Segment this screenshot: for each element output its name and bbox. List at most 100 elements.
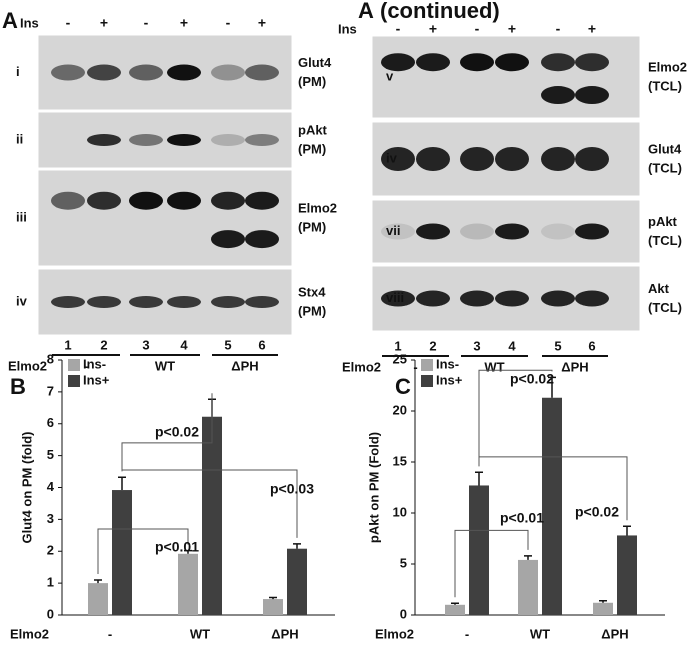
ins-label: Ins	[20, 15, 39, 30]
band	[211, 296, 245, 308]
band	[541, 147, 575, 171]
ins-sign: +	[180, 15, 188, 31]
significance-bracket	[454, 529, 529, 598]
row-roman: iv	[386, 150, 398, 165]
band	[495, 290, 529, 307]
row-fraction: (TCL)	[648, 160, 682, 175]
legend-label: Ins-	[83, 356, 106, 371]
row-fraction: (TCL)	[648, 233, 682, 248]
band	[575, 290, 609, 307]
legend-swatch	[68, 359, 80, 371]
x-tick-label: ΔPH	[271, 626, 298, 641]
row-fraction: (PM)	[298, 141, 326, 156]
row-roman: vii	[386, 223, 400, 238]
row-protein: Glut4	[648, 141, 682, 156]
band	[87, 64, 121, 81]
elmo2-label: Elmo2	[342, 359, 381, 374]
significance-bracket	[121, 393, 213, 472]
legend-swatch	[68, 375, 80, 387]
band	[87, 191, 121, 210]
band	[416, 53, 450, 72]
band	[245, 134, 279, 146]
lane-number: 6	[588, 338, 595, 353]
row-fraction: (PM)	[298, 219, 326, 234]
band	[541, 53, 575, 72]
band	[416, 290, 450, 307]
legend-label: Ins+	[83, 372, 110, 387]
y-tick-label: 20	[393, 402, 407, 417]
panel-letter: C	[395, 374, 411, 399]
band	[167, 296, 201, 308]
bar	[112, 490, 132, 615]
blot-panel	[371, 35, 641, 119]
error-bar	[184, 549, 192, 554]
ins-sign: +	[100, 15, 108, 31]
bar	[593, 602, 613, 615]
lane-number: 5	[224, 337, 231, 352]
row-roman: v	[386, 68, 394, 83]
legend-swatch	[421, 375, 433, 387]
y-tick-label: 1	[47, 575, 54, 590]
lane-number: 6	[258, 337, 265, 352]
row-protein: pAkt	[298, 122, 328, 137]
band	[495, 223, 529, 240]
band	[381, 223, 415, 240]
y-tick-label: 2	[47, 543, 54, 558]
ins-sign: +	[258, 15, 266, 31]
row-protein: Elmo2	[298, 200, 337, 215]
y-tick-label: 5	[47, 447, 54, 462]
band	[575, 147, 609, 171]
error-bar	[599, 599, 607, 603]
p-value: p<0.01	[500, 510, 544, 526]
y-tick-label: 4	[47, 479, 55, 494]
bar	[287, 548, 307, 615]
row-protein: Stx4	[298, 284, 326, 299]
bar	[518, 559, 538, 615]
y-tick-label: 25	[393, 351, 407, 366]
x-axis-label: Elmo2	[10, 626, 49, 641]
band	[129, 296, 163, 308]
ins-sign: -	[396, 21, 401, 37]
ins-sign: +	[588, 21, 596, 37]
group-label: WT	[484, 359, 504, 374]
band	[541, 86, 575, 105]
x-tick-label: WT	[530, 626, 550, 641]
panel-letter: A	[358, 0, 374, 23]
row-roman: ii	[16, 131, 23, 146]
row-protein: Akt	[648, 281, 670, 296]
band	[51, 191, 85, 210]
band	[460, 53, 494, 72]
band	[575, 53, 609, 72]
error-bar	[524, 555, 532, 560]
y-tick-label: 0	[47, 606, 54, 621]
significance-bracket	[478, 369, 553, 467]
error-bar	[94, 579, 102, 584]
lane-number: 5	[554, 338, 561, 353]
x-tick-label: -	[108, 626, 112, 641]
y-tick-label: 6	[47, 415, 54, 430]
panel-letter: A	[2, 8, 18, 33]
row-protein: Elmo2	[648, 59, 687, 74]
y-axis-label: pAkt on PM (Fold)	[366, 432, 381, 543]
band	[541, 290, 575, 307]
band	[460, 147, 494, 171]
band	[245, 230, 279, 249]
ins-sign: -	[556, 21, 561, 37]
group-label: -	[84, 358, 88, 373]
ins-sign: -	[226, 15, 231, 31]
error-bar	[475, 471, 483, 486]
bar	[469, 485, 489, 615]
x-tick-label: ΔPH	[601, 626, 628, 641]
lane-number: 1	[64, 337, 71, 352]
band	[167, 191, 201, 210]
bar	[445, 604, 465, 615]
p-value: p<0.02	[155, 424, 199, 440]
band	[245, 64, 279, 81]
band	[167, 64, 201, 81]
row-protein: Glut4	[298, 55, 332, 70]
band	[495, 147, 529, 171]
panel-title: (continued)	[380, 0, 500, 23]
y-tick-label: 15	[393, 453, 407, 468]
error-bar	[623, 525, 631, 536]
